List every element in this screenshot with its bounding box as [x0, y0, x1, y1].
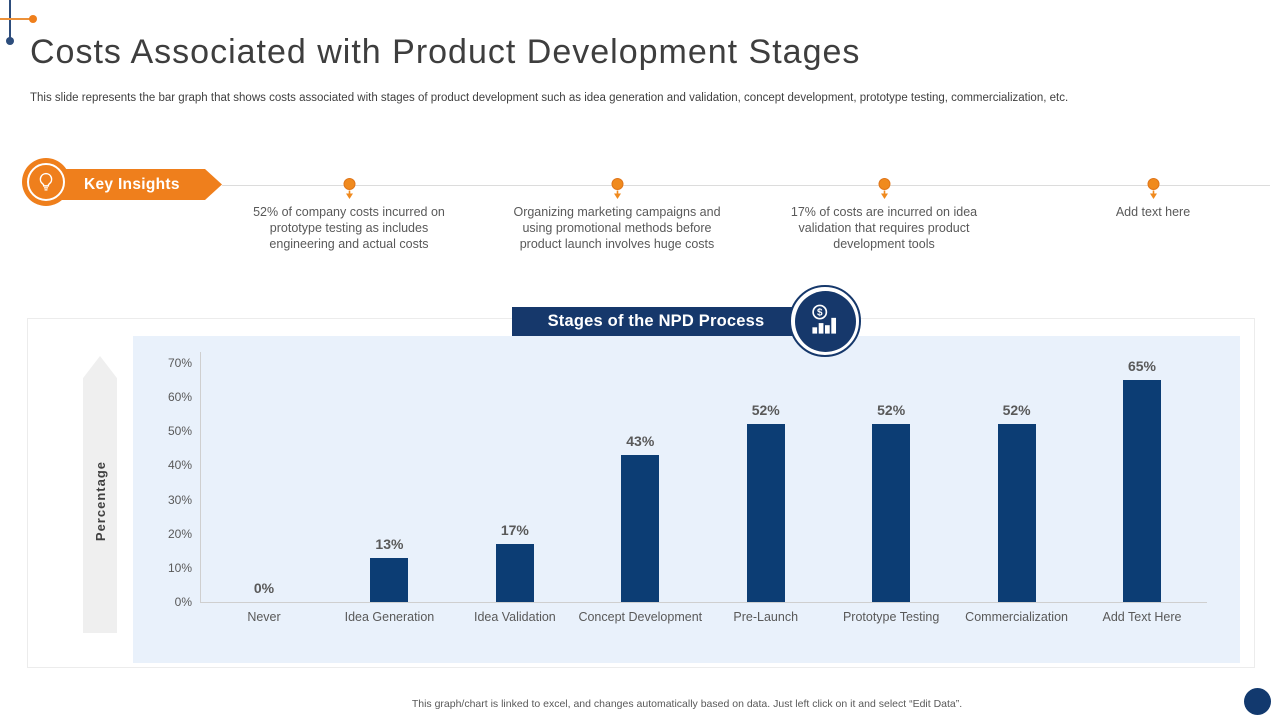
bar-value-label: 52% — [751, 402, 780, 419]
bar-value-label: 52% — [1002, 402, 1031, 419]
pin-icon — [343, 178, 356, 199]
bar[interactable] — [872, 424, 911, 602]
y-tick-label: 40% — [167, 458, 192, 473]
x-category-label: Never — [247, 610, 281, 624]
bar[interactable] — [1123, 380, 1161, 602]
excel-link-note: This graph/chart is linked to excel, and… — [411, 698, 963, 710]
bar-value-label: 65% — [1127, 358, 1157, 375]
decor-blue-dot — [6, 37, 14, 45]
y-tick-label: 0% — [174, 595, 192, 609]
x-category-label: Idea Generation — [344, 610, 435, 624]
pin-icon — [878, 178, 891, 199]
insight-text-1: 52% of company costs incurred on prototy… — [253, 205, 445, 251]
y-tick-label: 10% — [167, 560, 192, 575]
bar-value-label: 17% — [500, 521, 529, 538]
y-axis-ticks: 0% 10% 20% 30% 40% 50% 60% 70% — [148, 352, 192, 609]
plot-area[interactable]: 0% 13% 17% 43% 52% 52% 52% 65% — [200, 352, 1207, 602]
x-axis-labels: Never Idea Generation Idea Validation Conce… — [200, 609, 1207, 649]
pin-icon — [611, 178, 624, 199]
x-category-label: Pre-Launch — [733, 610, 799, 624]
y-tick-label: 70% — [167, 356, 192, 370]
chart-title-banner: Stages of the NPD Process — [512, 307, 800, 336]
slide-description: This slide represents the bar graph that… — [30, 92, 1069, 104]
bar[interactable] — [997, 424, 1036, 602]
bar-value-label: 0% — [253, 580, 275, 596]
y-tick-label: 50% — [167, 424, 192, 439]
decor-orange-dot — [29, 15, 37, 23]
key-insights-banner: Key Insights — [56, 169, 222, 200]
insight-text-placeholder[interactable]: Add text here — [1115, 205, 1191, 219]
y-tick-label: 60% — [167, 390, 192, 405]
key-insights-badge — [22, 158, 70, 206]
insight-text-2: Organizing marketing campaigns and using… — [513, 205, 721, 251]
bar[interactable] — [621, 455, 660, 602]
x-category-label: Add Text Here — [1102, 610, 1182, 624]
bar[interactable] — [370, 557, 409, 602]
insights-divider-line — [222, 185, 1270, 186]
bar-value-label: 52% — [877, 402, 906, 419]
y-tick-label: 20% — [167, 526, 192, 541]
dollar-bar-chart-icon: $ — [789, 285, 861, 357]
decor-horizontal-line — [0, 18, 30, 20]
svg-text:$: $ — [817, 308, 823, 319]
y-axis-title-arrow: Percentage — [83, 356, 117, 633]
x-category-label: Prototype Testing — [842, 610, 940, 624]
y-tick-label: 30% — [167, 492, 192, 507]
dollar-bar-chart-icon-inner: $ — [794, 290, 856, 352]
bar[interactable] — [495, 543, 534, 602]
y-axis-title: Percentage — [92, 461, 108, 542]
bar[interactable] — [746, 424, 785, 602]
decor-bottom-right-dot — [1244, 688, 1271, 715]
page-title: Costs Associated with Product Developmen… — [30, 33, 861, 71]
x-category-label: Concept Development — [578, 610, 703, 624]
chart-plot-background — [133, 336, 1240, 663]
idea-bulb-icon — [27, 163, 65, 201]
chart-title: Stages of the NPD Process — [547, 312, 765, 330]
x-category-label: Idea Validation — [473, 610, 556, 624]
bar-value-label: 13% — [375, 535, 404, 552]
key-insights-label: Key Insights — [84, 175, 180, 193]
x-axis-line — [200, 602, 1207, 603]
x-category-label: Commercialization — [965, 610, 1068, 624]
pin-icon — [1147, 178, 1160, 199]
y-axis-line — [200, 352, 201, 602]
bar-value-label: 43% — [626, 433, 655, 450]
insight-text-3: 17% of costs are incurred on idea valida… — [790, 205, 978, 251]
